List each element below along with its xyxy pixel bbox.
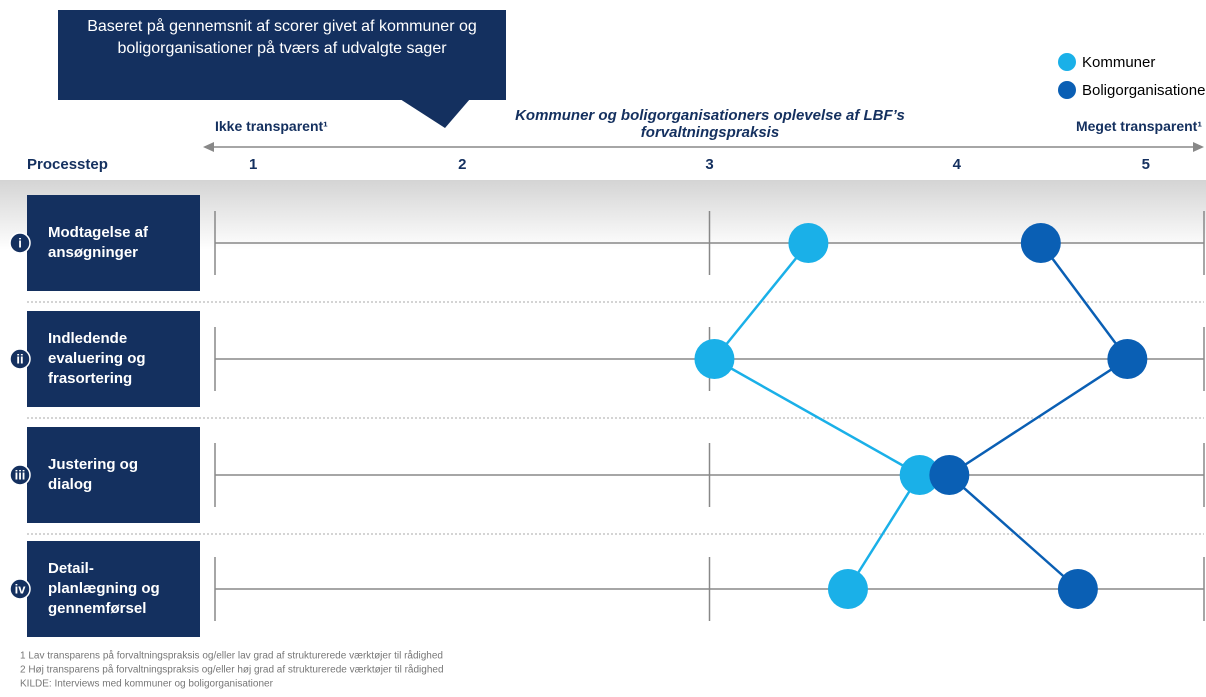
arrow-head-right [1193, 142, 1204, 152]
data-point [899, 455, 940, 495]
callout-text: Baseret på gennemsnit af scorer givet af… [87, 18, 477, 57]
row-label: Indledende evaluering og frasortering [48, 330, 146, 387]
row-box [27, 427, 200, 523]
chart-title: Kommuner og boligorganisationers oplevel… [515, 107, 905, 141]
row-number: ii [16, 351, 23, 366]
row-number-circle [9, 232, 31, 254]
row-number: iii [15, 467, 26, 482]
row-number-circle [9, 578, 31, 600]
row-label: Detail- planlægning og gennemførsel [48, 560, 160, 617]
footnote: 2 Høj transparens på forvaltningspraksis… [20, 664, 444, 676]
x-tick-label: 3 [705, 156, 713, 173]
legend-swatch [1058, 81, 1076, 99]
data-point [827, 569, 868, 609]
row-box [27, 311, 200, 407]
x-tick-label: 4 [953, 156, 962, 173]
row-box [27, 195, 200, 291]
row-number: iv [15, 581, 27, 596]
legend-swatch [1058, 53, 1076, 71]
row-box [27, 541, 200, 637]
data-point [694, 339, 735, 379]
data-point [788, 223, 829, 263]
callout-tail [400, 99, 470, 128]
series-line [947, 242, 1130, 590]
row-label: Modtagelse af ansøgninger [48, 224, 149, 261]
callout-box [58, 10, 506, 100]
data-point [1020, 223, 1061, 263]
data-point [1057, 569, 1098, 609]
x-tick-label: 1 [249, 156, 257, 173]
row-number: i [18, 235, 22, 250]
legend-label: Boligorganisationer [1082, 82, 1206, 99]
arrow-head-left [203, 142, 214, 152]
header-band [0, 180, 1206, 250]
row-number-circle [9, 464, 31, 486]
series-line [712, 242, 922, 590]
footnote: 1 Lav transparens på forvaltningspraksis… [20, 650, 443, 662]
row-label: Justering og dialog [48, 456, 139, 493]
legend-label: Kommuner [1082, 54, 1155, 71]
x-tick-label: 2 [458, 156, 466, 173]
axis-right-label: Meget transparent¹ [1075, 118, 1202, 134]
x-tick-label: 5 [1142, 156, 1150, 173]
axis-left-label: Ikke transparent¹ [215, 118, 328, 134]
data-point [929, 455, 970, 495]
row-header: Processtep [27, 156, 108, 173]
data-point [1107, 339, 1148, 379]
row-number-circle [9, 348, 31, 370]
footnote: KILDE: Interviews med kommuner og boligo… [20, 679, 274, 690]
